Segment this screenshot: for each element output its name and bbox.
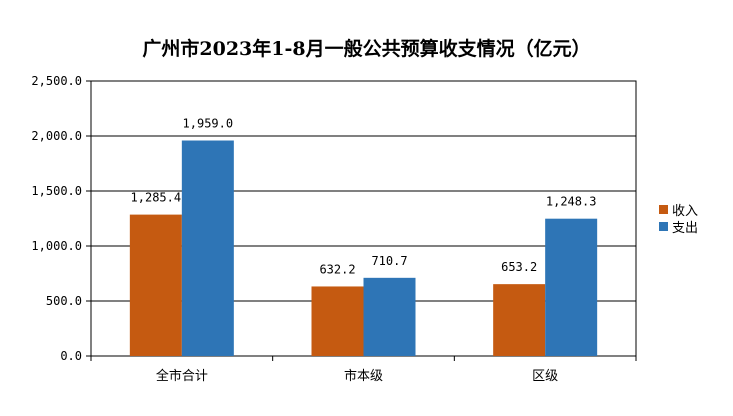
bar — [181, 140, 234, 356]
legend-item-expense: 支出 — [659, 218, 699, 236]
bars — [129, 140, 598, 356]
bar — [545, 218, 598, 356]
data-label: 710.7 — [371, 254, 407, 268]
y-tick-label: 2,500.0 — [31, 74, 82, 88]
legend-swatch-expense — [659, 222, 668, 231]
legend: 收入 支出 — [659, 201, 699, 236]
data-label: 1,285.4 — [131, 191, 182, 205]
y-tick-label: 0.0 — [60, 349, 82, 363]
legend-swatch-income — [659, 205, 668, 214]
y-tick-label: 1,500.0 — [31, 184, 82, 198]
data-label: 1,959.0 — [183, 117, 234, 131]
legend-label-income: 收入 — [672, 204, 699, 219]
y-tick-label: 500.0 — [46, 294, 82, 308]
data-label: 1,248.3 — [546, 195, 597, 209]
x-axis-ticks: 全市合计 市本级 区级 — [90, 356, 637, 384]
x-tick-label: 市本级 — [344, 368, 383, 384]
bar — [493, 284, 546, 356]
legend-item-income: 收入 — [659, 201, 699, 219]
x-tick-label: 区级 — [532, 369, 558, 384]
legend-label-expense: 支出 — [672, 221, 699, 236]
data-label: 632.2 — [319, 262, 355, 276]
y-axis-ticks: 0.0 500.0 1,000.0 1,500.0 2,000.0 2,500.0 — [31, 74, 91, 363]
y-tick-label: 2,000.0 — [31, 129, 82, 143]
x-tick-label: 全市合计 — [156, 368, 208, 384]
bar — [363, 277, 416, 356]
data-label: 653.2 — [501, 260, 537, 274]
bar — [311, 286, 364, 356]
data-labels: 1,285.4 1,959.0 632.2 710.7 653.2 1,248.3 — [131, 117, 597, 277]
bar — [129, 214, 182, 356]
y-tick-label: 1,000.0 — [31, 239, 82, 253]
chart-title: 广州市2023年1-8月一般公共预算收支情况（亿元） — [142, 38, 591, 60]
